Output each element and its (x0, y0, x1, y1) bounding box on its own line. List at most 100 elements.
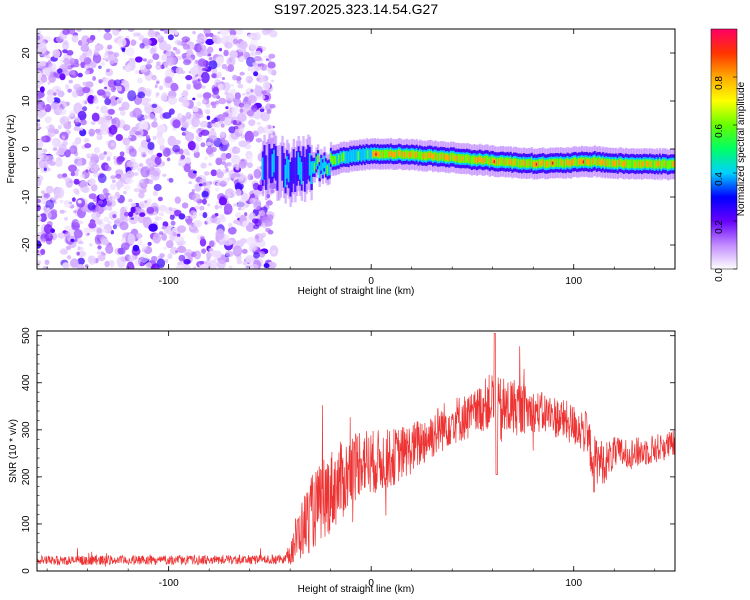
spectrogram-noise-blob (96, 227, 103, 234)
spectrogram-noise-blob (225, 152, 232, 159)
spectrogram-noise-blob (259, 108, 265, 113)
spectrogram-noise-blob (113, 52, 120, 58)
spectrogram-ridge-cell (329, 153, 333, 162)
spectrogram-noise-blob (42, 68, 50, 76)
spectrogram-noise-blob (109, 196, 113, 201)
spectrogram-noise-blob (70, 171, 76, 177)
spectrogram-noise-blob (79, 127, 83, 131)
spectrogram-noise-blob (210, 169, 217, 177)
spectrogram-noise-blob (119, 221, 129, 231)
spectrogram-noise-blob (246, 110, 255, 117)
spectrogram-noise-blob (143, 217, 148, 222)
spectrogram-noise-blob (148, 113, 155, 120)
spectrogram-noise-blob (250, 243, 259, 251)
spectrogram-noise-blob (161, 54, 168, 61)
spectrogram-noise-blob (271, 250, 276, 254)
spectrogram-ridge-cell (543, 159, 547, 169)
spectrogram-noise-blob (214, 121, 221, 128)
spectrogram-noise-blob (110, 183, 116, 191)
spectrogram-noise-blob (56, 156, 62, 161)
spectrogram-noise-blob (241, 193, 250, 202)
spectrogram-ridge-cell (344, 151, 347, 164)
spectrogram-noise-blob (115, 134, 124, 141)
spectrogram-ridge-cell (302, 146, 305, 181)
spectrogram-noise-blob (165, 57, 173, 64)
spectrogram-noise-blob (88, 128, 96, 137)
spectrogram-noise-blob (69, 110, 75, 117)
spectrogram-noise-blob (77, 246, 81, 251)
y-tick-label: -20 (21, 237, 32, 252)
spectrogram-noise-blob (47, 167, 51, 172)
spectrogram-noise-blob (98, 79, 103, 84)
spectrogram-noise-blob (254, 233, 264, 243)
spectrogram-ridge-cell (316, 155, 320, 164)
spectrogram-ridge-cell (269, 148, 273, 184)
spectrogram-ridge-cell (487, 155, 490, 165)
spectrogram-noise-blob (200, 162, 207, 169)
spectrogram-ridge-cell (417, 151, 420, 161)
spectrogram-ridge-cell (394, 151, 398, 158)
spectrogram-ridge-cell (600, 160, 603, 166)
spectrogram-noise-blob (262, 81, 271, 91)
spectrogram-noise-blob (73, 178, 80, 185)
spectrogram-ridge-cell (372, 151, 375, 157)
spectrogram-noise-blob (204, 66, 208, 70)
spectrogram-noise-blob (62, 49, 68, 54)
spectrogram-ridge-cell (297, 152, 300, 175)
spectrogram-noise-blob (268, 68, 277, 75)
spectrogram-noise-blob (168, 177, 174, 183)
spectrogram-ridge-cell (608, 158, 611, 168)
spectrogram-noise-blob (185, 111, 192, 120)
spectrogram-noise-blob (139, 42, 145, 49)
spectrogram-noise-blob (258, 251, 266, 258)
spectrogram-noise-blob (215, 81, 219, 87)
spectrogram-noise-blob (254, 85, 264, 97)
spectrogram-noise-blob (130, 39, 137, 46)
spectrogram-noise-blob (230, 132, 240, 140)
spectrogram-ridge-cell (626, 159, 629, 168)
spectrogram-noise-blob (64, 176, 70, 182)
spectrogram-ridge-cell (466, 154, 469, 163)
spectrogram-noise-blob (175, 49, 181, 55)
spectrogram-ridge-cell (569, 160, 573, 166)
spectrogram-ridge-cell (594, 156, 597, 165)
spectrogram-noise-blob (182, 44, 191, 50)
spectrogram-ridge-cell (389, 150, 393, 156)
spectrogram-ridge-cell (511, 160, 514, 166)
spectrogram-noise-blob (252, 62, 257, 67)
spectrogram-noise-blob (96, 106, 100, 110)
spectrogram-noise-blob (62, 173, 68, 178)
spectrogram-noise-blob (80, 44, 90, 53)
spectrogram-ridge-cell (545, 161, 548, 167)
spectrogram-noise-blob (78, 240, 84, 245)
spectrogram-noise-blob (158, 85, 164, 91)
spectrogram-noise-blob (250, 52, 255, 56)
spectrogram-ridge-cell (666, 160, 670, 170)
spectrogram-noise-blob (211, 214, 217, 219)
spectrogram-noise-blob (83, 57, 92, 65)
spectrogram-noise-blob (196, 93, 203, 99)
spectrogram-noise-blob (261, 95, 266, 100)
spectrogram-ridge-cell (611, 160, 615, 166)
spectrogram-noise-blob (38, 126, 42, 130)
spectrogram-ridge-cell (503, 157, 506, 166)
spectrogram-noise-blob (103, 32, 113, 41)
y-tick-label: 0 (21, 146, 32, 152)
spectrogram-noise-blob (219, 29, 229, 36)
spectrogram-noise-blob (81, 35, 90, 45)
spectrogram-noise-blob (248, 119, 256, 127)
spectrogram-noise-blob (182, 90, 189, 98)
spectrogram-noise-blob (189, 132, 195, 137)
spectrogram-noise-blob (150, 169, 158, 176)
spectrogram-noise-blob (140, 166, 150, 178)
spectrogram-noise-blob (139, 163, 144, 167)
spectrogram-ridge-cell (519, 160, 522, 166)
spectrogram-noise-blob (232, 38, 239, 45)
spectrogram-noise-blob (252, 182, 260, 191)
spectrogram-ridge-cell (370, 147, 373, 160)
spectrogram-noise-blob (128, 130, 135, 136)
spectrogram-ridge-cell (385, 149, 388, 159)
spectrogram-ridge-cell (577, 159, 581, 165)
spectrogram-noise-blob (237, 83, 244, 89)
spectrogram-noise-blob (39, 61, 47, 67)
